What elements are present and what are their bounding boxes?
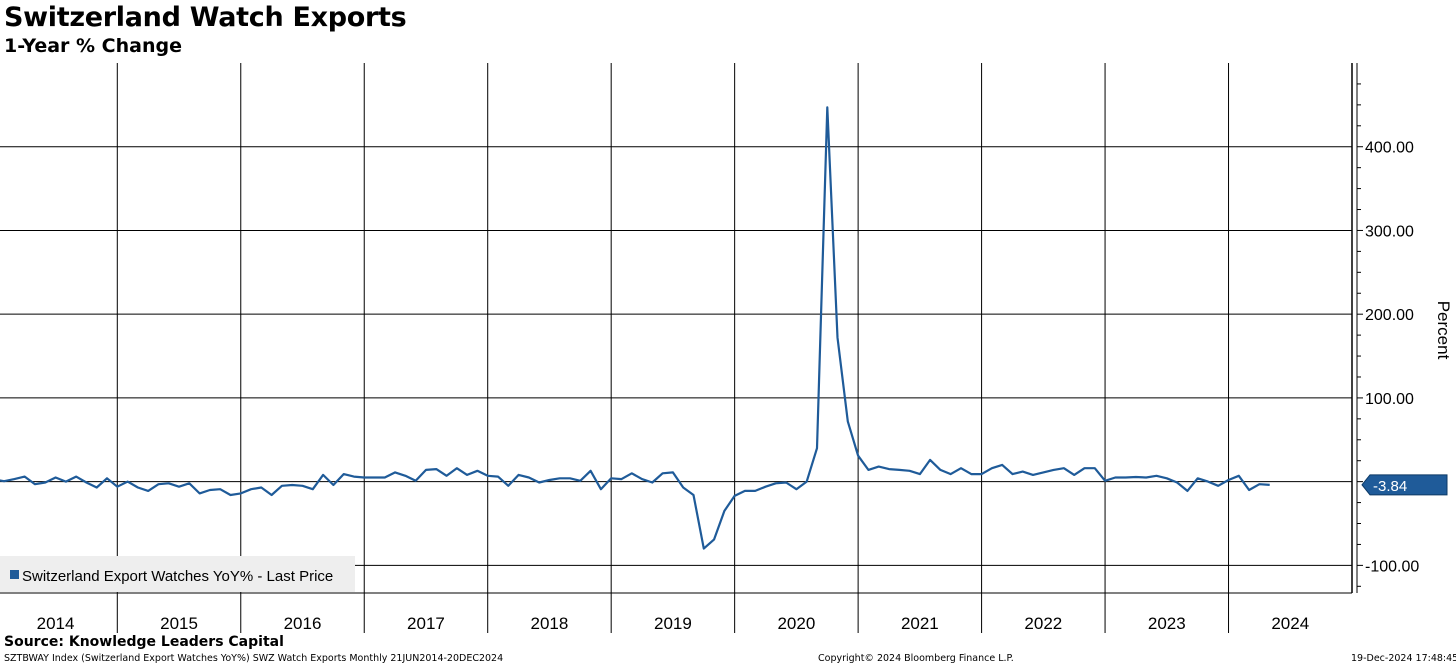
x-axis-labels: 2014 2015 2016 2017 2018 2019 2020 2021 2022 2023…: [37, 614, 1310, 633]
chart-subtitle: 1-Year % Change: [4, 35, 182, 57]
chart-title: Switzerland Watch Exports: [4, 2, 407, 33]
x-tick-label: 2022: [1024, 614, 1062, 633]
y-tick-label: 100.00: [1365, 391, 1414, 408]
index-info: SZTBWAY Index (Switzerland Export Watche…: [4, 653, 504, 664]
last-value-marker: -3.84: [1361, 474, 1448, 496]
y-tick-label: 400.00: [1365, 140, 1414, 157]
x-tick-label: 2015: [160, 614, 198, 633]
x-tick-label: 2023: [1148, 614, 1186, 633]
x-tick-label: 2021: [901, 614, 939, 633]
y-axis: 400.00 300.00 200.00 100.00 -100.00: [1351, 63, 1419, 593]
x-tick-label: 2024: [1271, 614, 1309, 633]
timestamp: 19-Dec-2024 17:48:45: [1351, 653, 1456, 664]
legend-swatch: [10, 570, 19, 579]
last-value-label: -3.84: [1373, 478, 1407, 495]
x-tick-label: 2019: [654, 614, 692, 633]
y-axis-title: Percent: [1434, 301, 1453, 360]
legend-background: [0, 556, 355, 592]
legend-entry: Switzerland Export Watches YoY% - Last P…: [22, 568, 333, 585]
last-value-box: [1361, 474, 1448, 496]
x-tick-label: 2016: [284, 614, 322, 633]
source-note: Source: Knowledge Leaders Capital: [4, 634, 284, 650]
x-tick-label: 2017: [407, 614, 445, 633]
y-tick-label: -100.00: [1365, 558, 1419, 575]
copyright: Copyright© 2024 Bloomberg Finance L.P.: [818, 653, 1014, 664]
x-tick-label: 2020: [777, 614, 815, 633]
x-tick-label: 2014: [37, 614, 75, 633]
y-tick-label: 300.00: [1365, 223, 1414, 240]
x-tick-label: 2018: [531, 614, 569, 633]
legend: Switzerland Export Watches YoY% - Last P…: [0, 556, 355, 592]
y-tick-label: 200.00: [1365, 307, 1414, 324]
grid-lines: [0, 63, 1352, 633]
series-line: [0, 106, 1270, 550]
